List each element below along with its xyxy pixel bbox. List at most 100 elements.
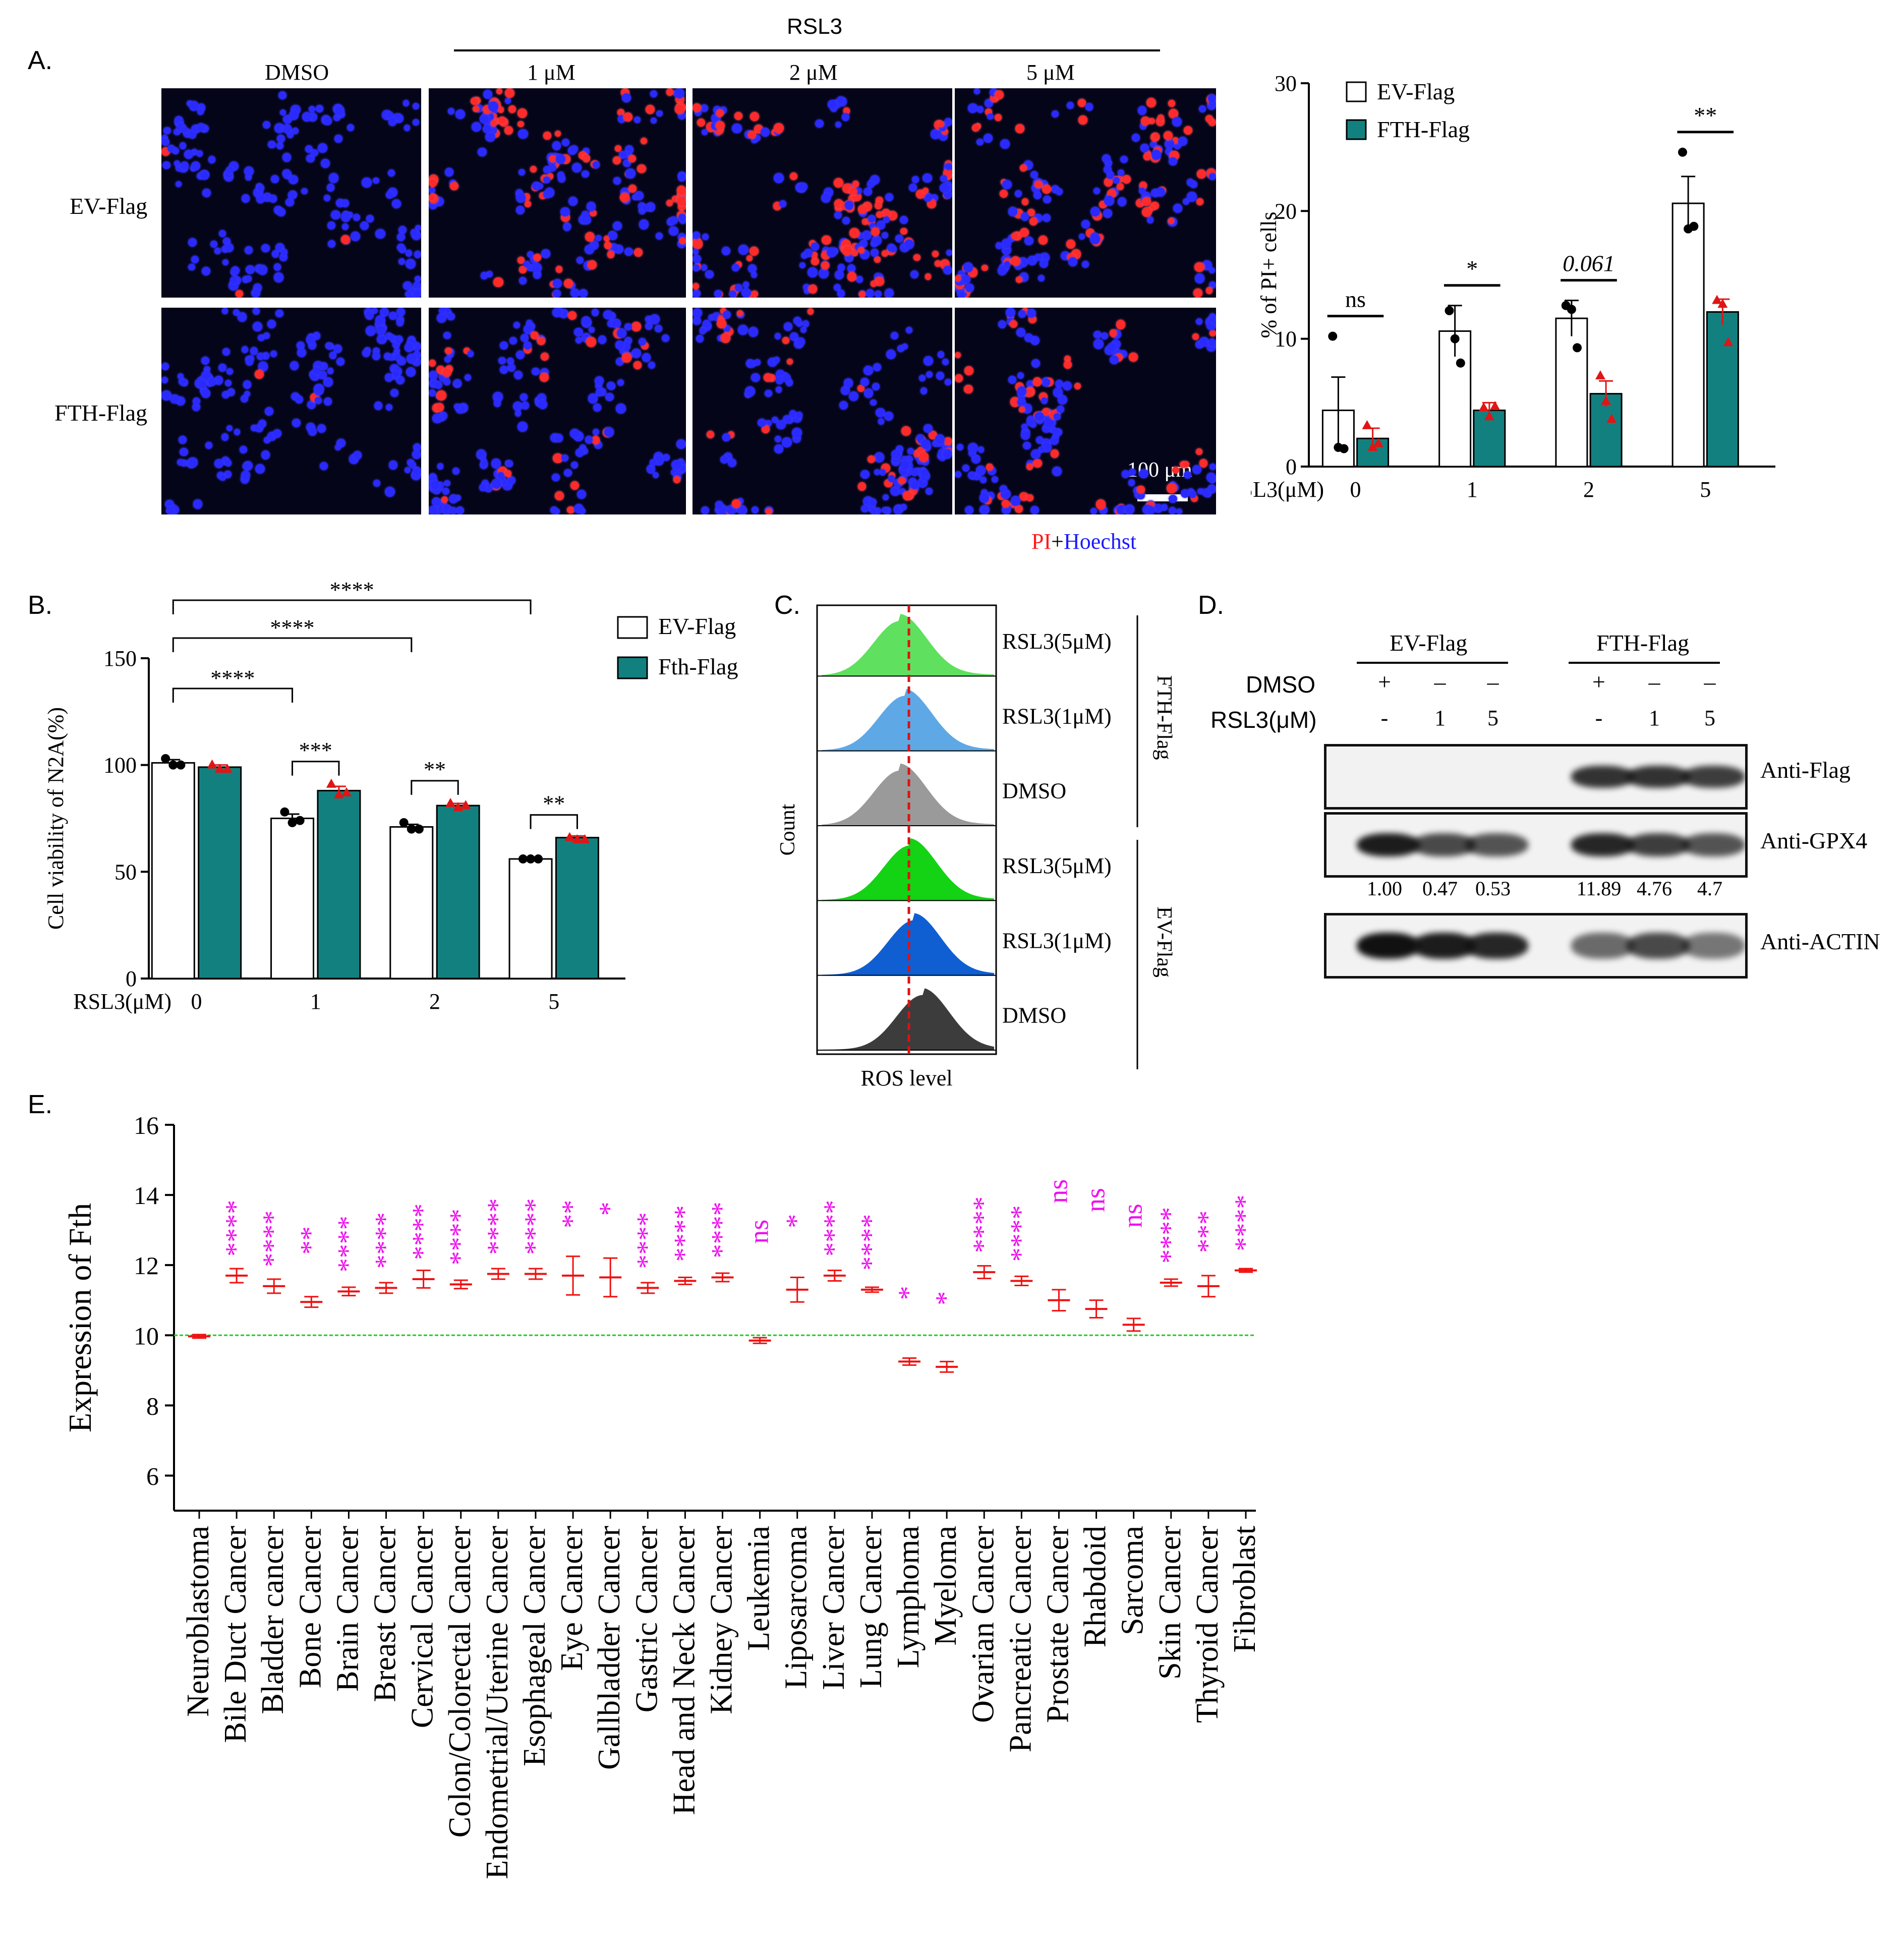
blot-band bbox=[1682, 766, 1745, 788]
hoechst-cell bbox=[1206, 472, 1216, 482]
pi-cell bbox=[874, 256, 881, 263]
pi-cell bbox=[615, 145, 622, 152]
pi-cell bbox=[697, 118, 706, 127]
pi-cell bbox=[881, 250, 888, 257]
hoechst-cell bbox=[979, 492, 990, 503]
hoechst-cell bbox=[888, 475, 895, 483]
dmso-mark: – bbox=[1648, 669, 1660, 695]
hoechst-cell bbox=[774, 333, 781, 339]
hoechst-cell bbox=[732, 123, 742, 134]
pi-cell bbox=[807, 308, 814, 315]
hoechst-cell bbox=[517, 422, 528, 432]
pi-cell bbox=[525, 201, 532, 208]
pi-cell bbox=[1064, 361, 1072, 369]
hoechst-cell bbox=[448, 108, 454, 114]
hoechst-cell bbox=[464, 374, 472, 381]
hoechst-cell bbox=[1062, 381, 1072, 391]
hoechst-cell bbox=[784, 322, 792, 331]
hoechst-cell bbox=[836, 96, 844, 104]
pi-cell bbox=[1183, 461, 1190, 468]
hoechst-cell bbox=[834, 211, 842, 219]
legend-label: EV-Flag bbox=[658, 613, 736, 639]
hoechst-cell bbox=[516, 351, 525, 360]
hoechst-cell bbox=[552, 474, 560, 482]
hoechst-cell bbox=[292, 128, 299, 134]
hoechst-cell bbox=[515, 206, 525, 215]
pi-cell bbox=[1011, 256, 1021, 266]
hoechst-cell bbox=[1016, 327, 1026, 337]
hoechst-cell bbox=[702, 319, 711, 328]
hoechst-cell bbox=[586, 202, 596, 211]
pi-cell bbox=[808, 284, 817, 294]
pi-cell bbox=[750, 112, 760, 122]
x-tick-label: Pancreatic Cancer bbox=[1003, 1526, 1037, 1753]
y-tick-label: 20 bbox=[1275, 199, 1297, 223]
pi-cell bbox=[734, 111, 743, 120]
hoechst-cell bbox=[387, 112, 394, 119]
hoechst-cell bbox=[308, 427, 317, 436]
hoechst-cell bbox=[202, 189, 211, 198]
data-point bbox=[295, 816, 305, 825]
hoechst-cell bbox=[323, 117, 332, 125]
hoechst-cell bbox=[872, 235, 882, 246]
data-point bbox=[526, 854, 536, 864]
hoechst-cell bbox=[971, 454, 980, 464]
hoechst-cell bbox=[872, 382, 880, 390]
hoechst-cell bbox=[674, 88, 684, 98]
pi-cell bbox=[1074, 382, 1081, 389]
hoechst-cell bbox=[1015, 190, 1022, 197]
hoechst-cell bbox=[452, 467, 459, 475]
hoechst-cell bbox=[273, 263, 281, 271]
hoechst-cell bbox=[242, 463, 249, 470]
data-point bbox=[1490, 400, 1501, 410]
hoechst-cell bbox=[170, 394, 180, 404]
hoechst-cell bbox=[1120, 155, 1128, 163]
hoechst-cell bbox=[774, 444, 783, 453]
data-point bbox=[1723, 337, 1734, 347]
hoechst-cell bbox=[575, 448, 584, 457]
hoechst-cell bbox=[498, 357, 506, 364]
hoechst-cell bbox=[861, 230, 872, 241]
hoechst-cell bbox=[560, 207, 570, 217]
pi-cell bbox=[564, 278, 573, 289]
hoechst-cell bbox=[278, 91, 287, 100]
hoechst-cell bbox=[920, 387, 928, 395]
blot-label-actin: Anti-ACTIN bbox=[1760, 929, 1880, 954]
hoechst-cell bbox=[650, 459, 657, 467]
data-point bbox=[214, 764, 225, 773]
hoechst-cell bbox=[1208, 338, 1216, 347]
comparison-bracket bbox=[172, 599, 532, 614]
pi-cell bbox=[693, 283, 699, 290]
pi-cell bbox=[1195, 448, 1202, 455]
data-point bbox=[1717, 299, 1728, 308]
hoechst-cell bbox=[161, 376, 168, 383]
hoechst-cell bbox=[515, 193, 526, 203]
hoechst-cell bbox=[413, 290, 421, 298]
hoechst-cell bbox=[965, 506, 974, 514]
hoechst-cell bbox=[575, 337, 583, 344]
pi-cell bbox=[706, 430, 714, 439]
dmso-mark: – bbox=[1704, 669, 1716, 695]
hoechst-cell bbox=[441, 504, 452, 514]
hoechst-cell bbox=[445, 167, 454, 177]
hoechst-cell bbox=[395, 335, 403, 343]
pi-cell bbox=[612, 156, 621, 165]
hoechst-cell bbox=[374, 401, 383, 410]
hoechst-cell bbox=[315, 397, 322, 404]
hoechst-cell bbox=[1090, 234, 1100, 244]
hoechst-cell bbox=[745, 386, 755, 396]
hoechst-cell bbox=[779, 200, 786, 207]
pi-cell bbox=[534, 254, 542, 262]
x-tick-label: Prostate Cancer bbox=[1041, 1526, 1075, 1723]
y-tick-label: 10 bbox=[134, 1322, 159, 1350]
pair-bracket bbox=[411, 780, 459, 795]
hoechst-cell bbox=[341, 212, 351, 222]
x-tick-label: Kidney Cancer bbox=[705, 1526, 739, 1714]
bar-fth-flag bbox=[198, 766, 242, 980]
hoechst-cell bbox=[605, 392, 614, 401]
pi-cell bbox=[676, 197, 686, 206]
data-point bbox=[287, 818, 297, 827]
hoechst-cell bbox=[1026, 418, 1034, 427]
significance-label: **** bbox=[706, 1202, 737, 1258]
hoechst-cell bbox=[537, 183, 544, 190]
